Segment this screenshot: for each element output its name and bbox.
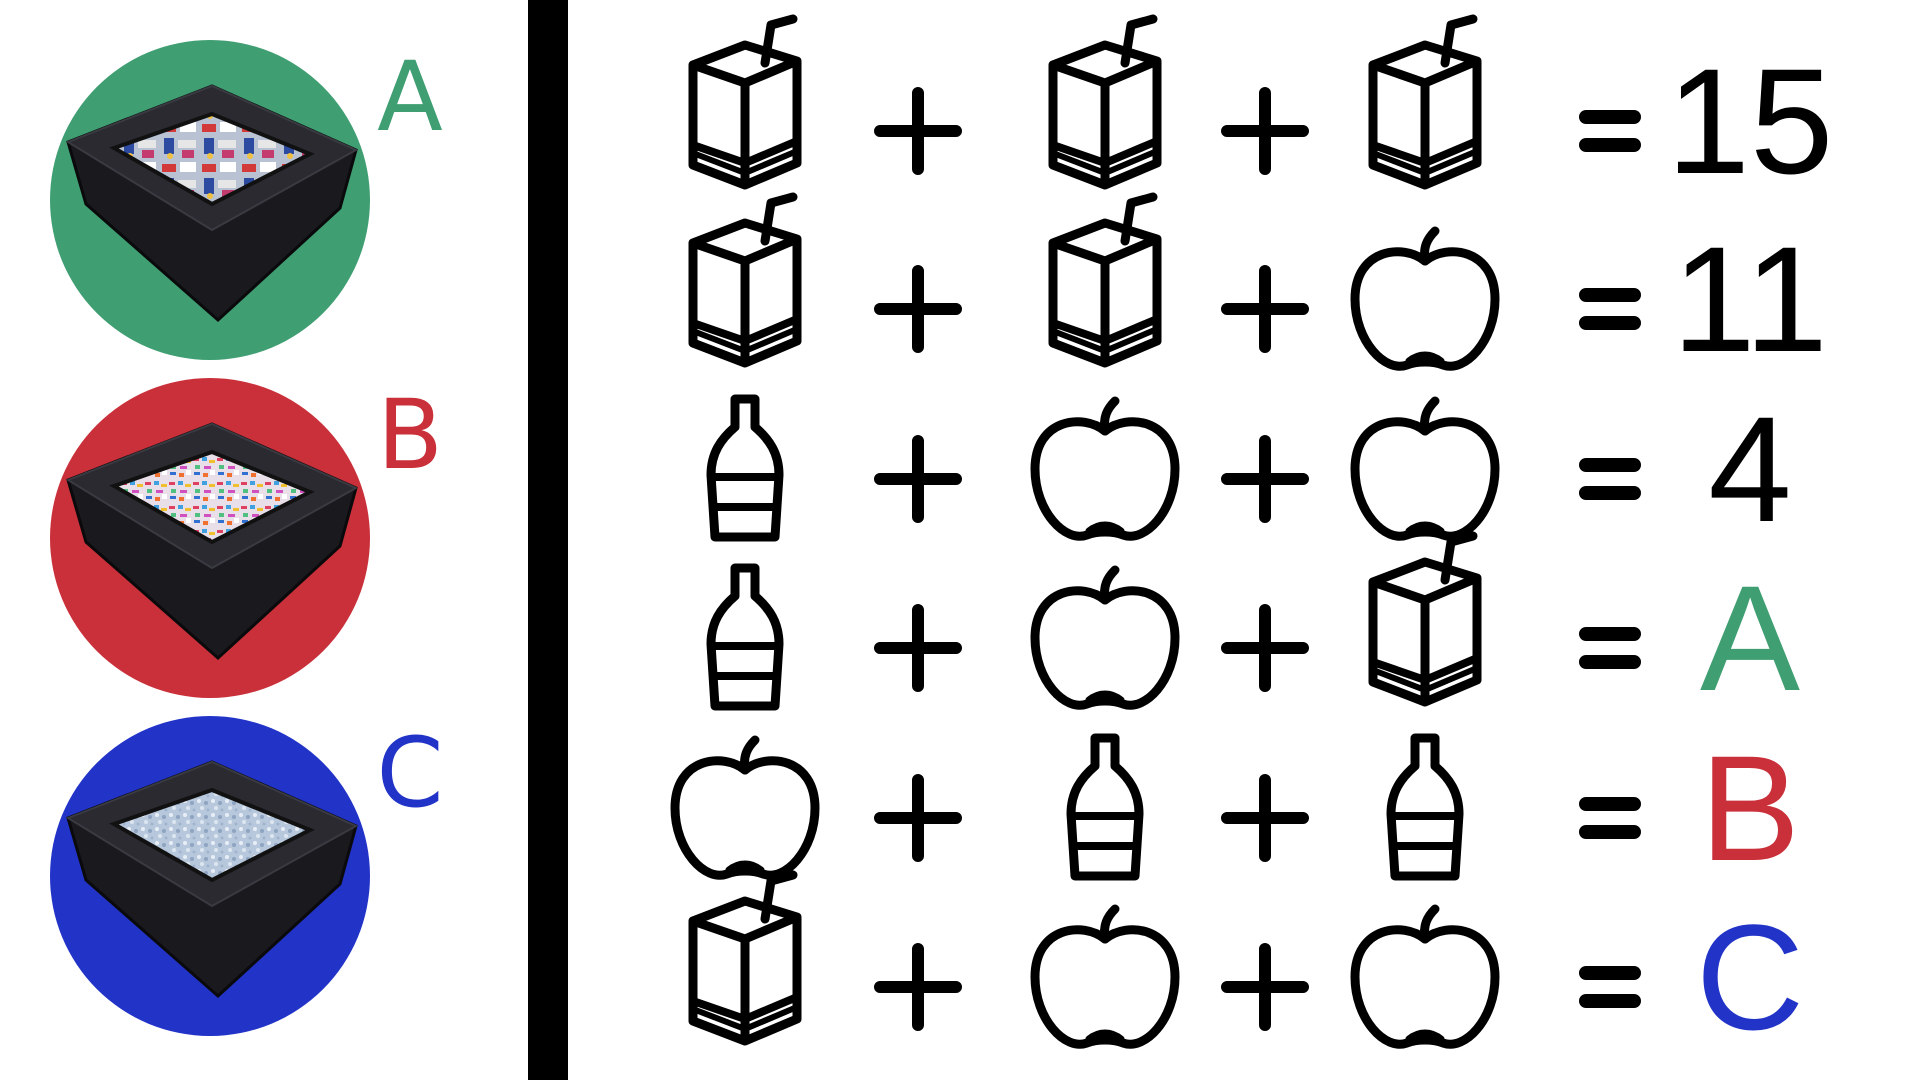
equation-result: A: [1700, 554, 1800, 722]
equals-sign: [1586, 465, 1634, 493]
plus-sign: [880, 949, 956, 1025]
juice-box-icon: [1053, 19, 1157, 185]
plus-sign: [1227, 949, 1303, 1025]
equation-row: B: [675, 724, 1800, 892]
bin-label: C: [376, 717, 443, 829]
apple-icon: [1035, 570, 1175, 705]
equals-sign: [1586, 973, 1634, 1001]
juice-box-icon: [693, 19, 797, 185]
plus-sign: [1227, 780, 1303, 856]
apple-icon: [675, 740, 815, 875]
bin-c: C: [50, 716, 444, 1036]
divider-bar: [528, 0, 568, 1080]
juice-box-icon: [1053, 197, 1157, 363]
bin-b: B: [50, 378, 443, 698]
bin-a: A: [50, 40, 443, 360]
plus-sign: [880, 610, 956, 686]
plus-sign: [1227, 271, 1303, 347]
equation-result: C: [1696, 893, 1804, 1061]
equals-sign: [1586, 804, 1634, 832]
plus-sign: [880, 93, 956, 169]
bins-panel: A B C: [50, 40, 444, 1036]
bin-label: B: [377, 379, 443, 491]
plus-sign: [880, 441, 956, 517]
apple-icon: [1355, 909, 1495, 1044]
equation-row: 15: [693, 19, 1833, 205]
juice-box-icon: [1373, 19, 1477, 185]
equation-row: 4: [711, 385, 1792, 553]
bin-contents: [109, 787, 315, 883]
plus-sign: [880, 780, 956, 856]
plus-sign: [1227, 93, 1303, 169]
equation-row: A: [711, 536, 1800, 722]
equals-sign: [1586, 634, 1634, 662]
plus-sign: [880, 271, 956, 347]
equation-row: C: [693, 875, 1804, 1061]
equals-sign: [1586, 295, 1634, 323]
plus-sign: [1227, 441, 1303, 517]
juice-box-icon: [693, 197, 797, 363]
equals-sign: [1586, 117, 1634, 145]
apple-icon: [1355, 401, 1495, 536]
bin-label: A: [377, 41, 443, 153]
juice-box-icon: [693, 875, 797, 1041]
bottle-icon: [1071, 738, 1139, 876]
juice-box-icon: [1373, 536, 1477, 702]
bin-contents: [109, 111, 315, 207]
equation-row: 11: [693, 197, 1828, 383]
equation-result: 11: [1672, 215, 1828, 383]
apple-icon: [1355, 231, 1495, 366]
equation-result: 15: [1667, 37, 1834, 205]
apple-icon: [1035, 401, 1175, 536]
apple-icon: [1035, 909, 1175, 1044]
bottle-icon: [1391, 738, 1459, 876]
equation-result: 4: [1708, 385, 1791, 553]
bottle-icon: [711, 568, 779, 706]
bin-contents: [109, 449, 315, 545]
plus-sign: [1227, 610, 1303, 686]
bottle-icon: [711, 399, 779, 537]
equation-result: B: [1700, 724, 1800, 892]
